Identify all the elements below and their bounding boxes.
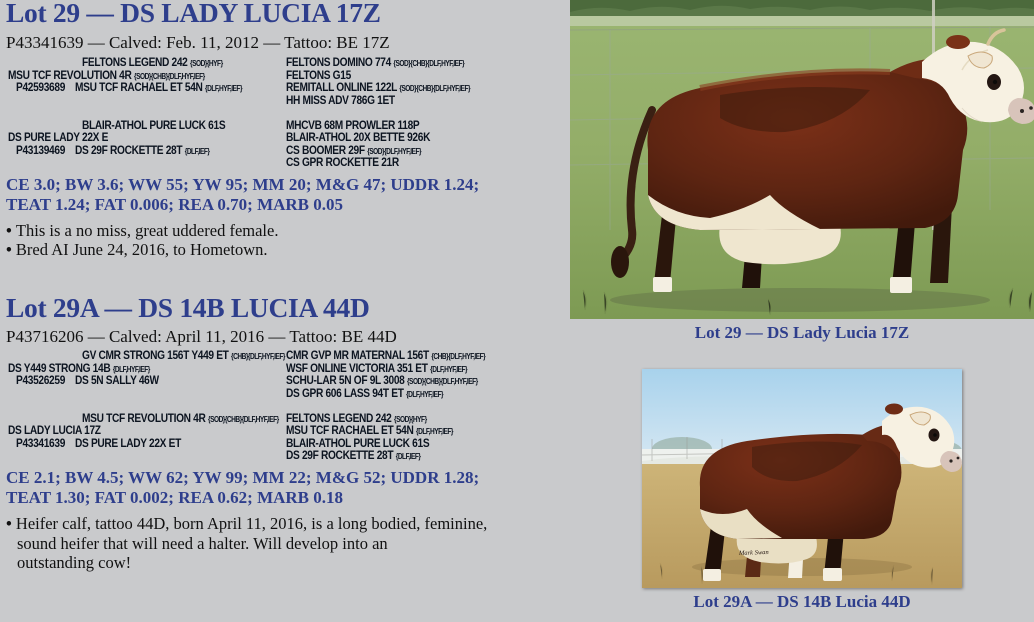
svg-text:Mark Swan: Mark Swan — [738, 549, 769, 557]
